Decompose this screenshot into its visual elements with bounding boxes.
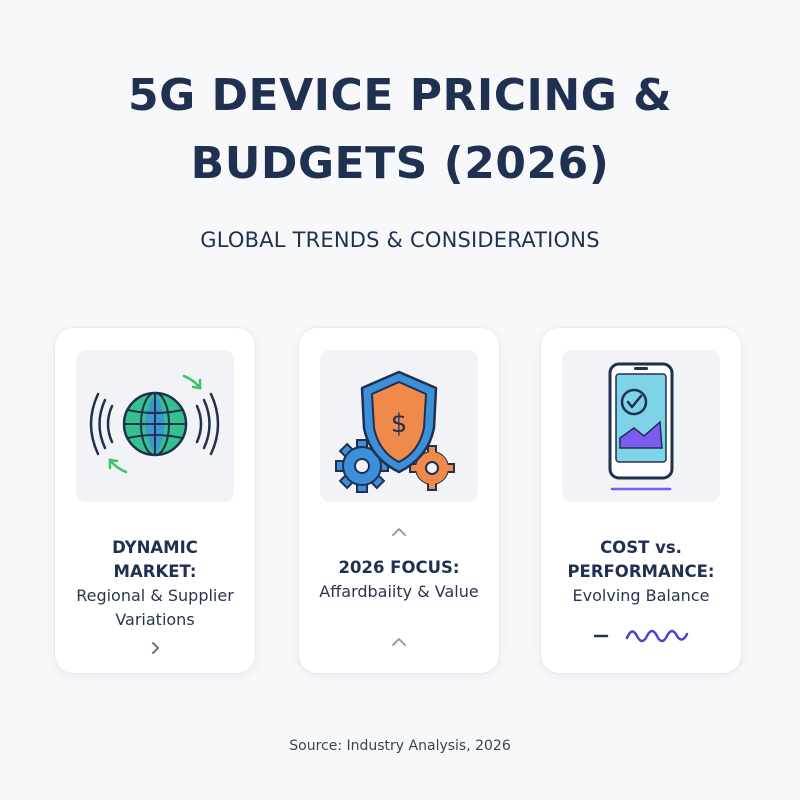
card-heading-line-1: DYNAMIC: [112, 538, 198, 557]
card-desc-line-1: Evolving Balance: [572, 586, 710, 605]
icon-panel: $: [320, 350, 478, 502]
title-line-1: 5G DEVICE PRICING &: [127, 70, 672, 121]
icon-panel: [76, 350, 234, 502]
svg-text:$: $: [391, 409, 408, 439]
card-text: 2026 FOCUS: Affardbaiity & Value: [299, 556, 499, 604]
card-text: COST vs. PERFORMANCE: Evolving Balance: [541, 536, 741, 608]
card-heading-line-2: PERFORMANCE:: [567, 562, 715, 581]
wave-icon: [541, 624, 741, 652]
icon-panel: [562, 350, 720, 502]
card-cost-vs-performance: COST vs. PERFORMANCE: Evolving Balance: [541, 328, 741, 673]
card-2026-focus: $ 2026 FOCUS: Affardbaiity & Value: [299, 328, 499, 673]
smartphone-check-chart-icon: [608, 362, 674, 491]
card-dynamic-market: DYNAMIC MARKET: Regional & Supplier Vari…: [55, 328, 255, 673]
source-note: Source: Industry Analysis, 2026: [289, 738, 511, 754]
title-line-2: BUDGETS (2026): [190, 138, 610, 189]
globe-signal-icon: [89, 374, 220, 474]
card-heading-line-1: 2026 FOCUS:: [338, 558, 460, 577]
chevron-right-icon: [55, 640, 255, 660]
page-subtitle: GLOBAL TRENDS & CONSIDERATIONS: [200, 228, 600, 252]
card-desc-line-1: Affardbaiity & Value: [319, 582, 479, 601]
shield-dollar-gears-icon: $: [335, 370, 455, 493]
card-heading-line-1: COST vs.: [600, 538, 682, 557]
card-text: DYNAMIC MARKET: Regional & Supplier Vari…: [55, 536, 255, 632]
card-desc-line-1: Regional & Supplier: [76, 586, 234, 605]
chevron-up-icon: [299, 524, 499, 543]
chevron-up-icon: [299, 634, 499, 653]
card-heading-line-2: MARKET:: [113, 562, 197, 581]
card-desc-line-2: Variations: [115, 610, 195, 629]
page-title: 5G DEVICE PRICING & BUDGETS (2026): [0, 62, 800, 198]
